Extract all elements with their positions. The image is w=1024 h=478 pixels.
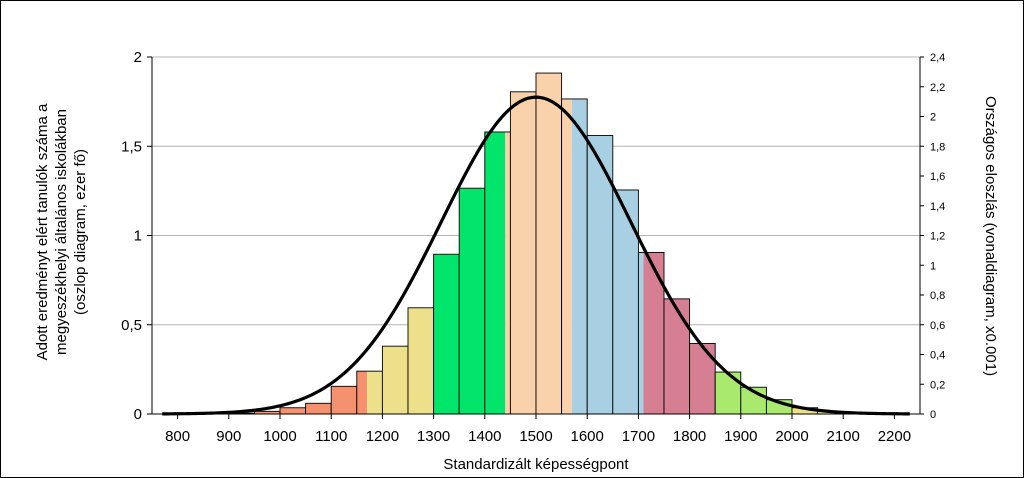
bar-6 bbox=[330, 385, 358, 415]
x-tick-label-13: 2100 bbox=[827, 428, 860, 445]
y2-tick-label-7: 1,4 bbox=[930, 201, 945, 213]
x-tick-label-9: 1700 bbox=[622, 428, 655, 445]
bar-12-part-a bbox=[484, 131, 506, 414]
bar-12-part-b bbox=[505, 131, 511, 414]
x-tick-label-3: 1100 bbox=[315, 428, 347, 445]
bars-group bbox=[177, 72, 895, 415]
bar-18-part-a bbox=[638, 252, 644, 414]
x-tick-label-8: 1600 bbox=[571, 428, 604, 445]
bar-16 bbox=[586, 135, 614, 415]
y-axis-title-line-1: Adott eredményt elért tanulók száma a bbox=[34, 103, 51, 360]
y2-tick-label-8: 1,6 bbox=[930, 171, 945, 183]
y2-tick-label-2: 0,4 bbox=[930, 350, 945, 362]
bar-11 bbox=[458, 187, 486, 415]
x-tick-label-12: 2000 bbox=[775, 428, 808, 445]
y2-tick-label-5: 1 bbox=[930, 260, 936, 272]
x-tick-label-10: 1800 bbox=[673, 428, 706, 445]
y-axis-title: Adott eredményt elért tanulók száma a me… bbox=[34, 103, 89, 360]
bar-14 bbox=[535, 72, 563, 415]
y2-axis-title-text: Országos eloszlás (vonaldiagram, x0.001) bbox=[982, 96, 999, 376]
y2-tick-label-0: 0 bbox=[930, 409, 936, 421]
bar-13 bbox=[509, 91, 537, 415]
bar-21 bbox=[714, 371, 742, 415]
x-tick-label-0: 800 bbox=[165, 428, 190, 445]
bar-20 bbox=[689, 343, 716, 415]
bar-8 bbox=[381, 345, 409, 415]
bar-7-part-a bbox=[356, 371, 368, 414]
bar-15-part-b bbox=[571, 98, 588, 414]
y-axis-title-line-3: (oszlop diagram, ezer fő) bbox=[72, 149, 89, 315]
bar-15-part-a bbox=[561, 98, 572, 414]
y2-tick-label-3: 0,6 bbox=[930, 320, 945, 332]
y2-tick-label-11: 2,2 bbox=[930, 82, 945, 94]
y2-tick-label-12: 2,4 bbox=[930, 52, 945, 64]
bar-17 bbox=[612, 189, 639, 415]
x-axis-title: Standardizált képességpont bbox=[443, 456, 629, 473]
x-tick-label-14: 2200 bbox=[878, 428, 911, 445]
x-tick-label-2: 1000 bbox=[263, 428, 296, 445]
x-tick-label-7: 1500 bbox=[519, 428, 552, 445]
axes-group bbox=[147, 56, 924, 419]
bar-7-part-b bbox=[367, 371, 383, 414]
x-tick-labels: 800 900 1000 1100 1200 1300 1400 1500 1600 1700 18… bbox=[165, 428, 911, 445]
bar-18-part-b bbox=[643, 252, 664, 414]
x-tick-label-11: 1900 bbox=[724, 428, 757, 445]
y2-tick-label-10: 2 bbox=[930, 112, 936, 124]
bar-10 bbox=[433, 253, 460, 415]
y-tick-label-3: 1,5 bbox=[121, 138, 142, 155]
y2-tick-label-4: 0,8 bbox=[930, 290, 945, 302]
x-tick-label-1: 900 bbox=[216, 428, 241, 445]
curve-group bbox=[162, 95, 910, 416]
y-tick-label-4: 2 bbox=[134, 49, 142, 66]
y2-tick-label-1: 0,2 bbox=[930, 379, 945, 391]
y2-axis-title: Országos eloszlás (vonaldiagram, x0.001) bbox=[982, 96, 999, 376]
x-tick-label-6: 1400 bbox=[468, 428, 501, 445]
y-tick-label-2: 1 bbox=[134, 228, 142, 245]
bar-19 bbox=[663, 298, 691, 415]
distribution-curve bbox=[162, 95, 910, 416]
x-tick-label-4: 1200 bbox=[366, 428, 399, 445]
x-tick-label-5: 1300 bbox=[417, 428, 450, 445]
y2-tick-labels: 0 0,2 0,4 0,6 0,8 1 1,2 1,4 1,6 1,8 2 2,2 2,4 bbox=[930, 52, 945, 421]
bar-9 bbox=[407, 307, 435, 415]
y2-tick-label-6: 1,2 bbox=[930, 231, 945, 243]
bar-5 bbox=[305, 402, 332, 415]
y-axis-title-line-2: megyeszékhelyi általános iskolákban bbox=[53, 109, 70, 355]
bar-4 bbox=[279, 407, 307, 415]
y-tick-label-1: 0,5 bbox=[121, 317, 142, 334]
y2-tick-label-9: 1,8 bbox=[930, 141, 945, 153]
y-tick-label-0: 0 bbox=[134, 406, 142, 423]
y-tick-labels: 0 0,5 1 1,5 2 bbox=[121, 49, 142, 423]
